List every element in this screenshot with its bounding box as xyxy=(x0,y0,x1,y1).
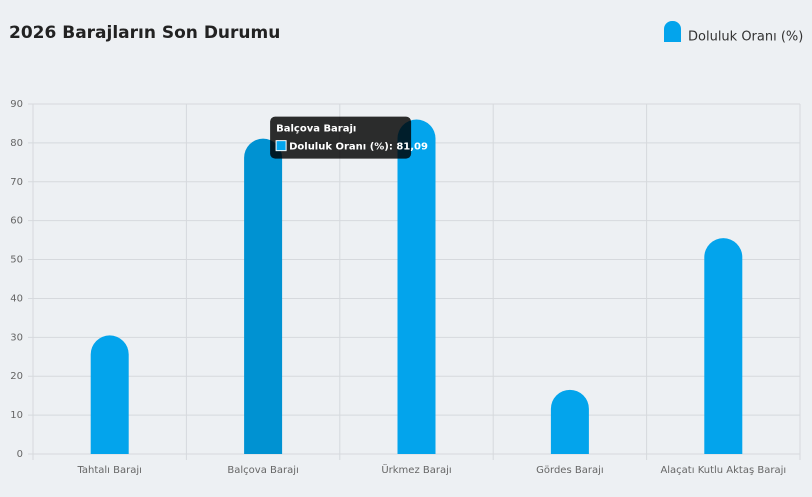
bar xyxy=(550,389,589,454)
y-tick-label: 30 xyxy=(10,332,23,343)
bar xyxy=(244,138,283,454)
y-tick-label: 80 xyxy=(10,138,23,149)
x-tick-label: Ürkmez Barajı xyxy=(381,463,451,476)
y-tick-label: 50 xyxy=(10,255,23,266)
bar xyxy=(397,119,436,454)
bar xyxy=(704,238,743,454)
tooltip-swatch xyxy=(275,140,287,152)
legend-swatch-base xyxy=(664,34,681,42)
y-tick-label: 60 xyxy=(10,216,23,227)
tooltip-title: Balçova Barajı xyxy=(276,124,356,135)
x-tick-label: Tahtalı Barajı xyxy=(76,465,142,476)
tooltip: Balçova Barajı Doluluk Oranı (%): 81,09 xyxy=(270,116,428,159)
x-tick-label: Balçova Barajı xyxy=(227,465,298,476)
chart-title: 2026 Barajların Son Durumu xyxy=(9,23,280,43)
x-tick-label: Gördes Barajı xyxy=(536,465,603,476)
y-tick-label: 70 xyxy=(10,177,23,188)
y-tick-label: 0 xyxy=(17,449,23,460)
x-tick-label: Alaçatı Kutlu Aktaş Barajı xyxy=(660,465,786,476)
tooltip-box xyxy=(270,116,412,159)
bar xyxy=(90,335,129,454)
y-tick-label: 90 xyxy=(10,99,23,110)
tooltip-label: Doluluk Oranı (%): 81,09 xyxy=(289,142,428,153)
y-tick-label: 40 xyxy=(10,293,23,304)
y-tick-label: 10 xyxy=(10,410,23,421)
y-tick-label: 20 xyxy=(10,371,23,382)
legend-label: Doluluk Oranı (%) xyxy=(688,30,803,45)
